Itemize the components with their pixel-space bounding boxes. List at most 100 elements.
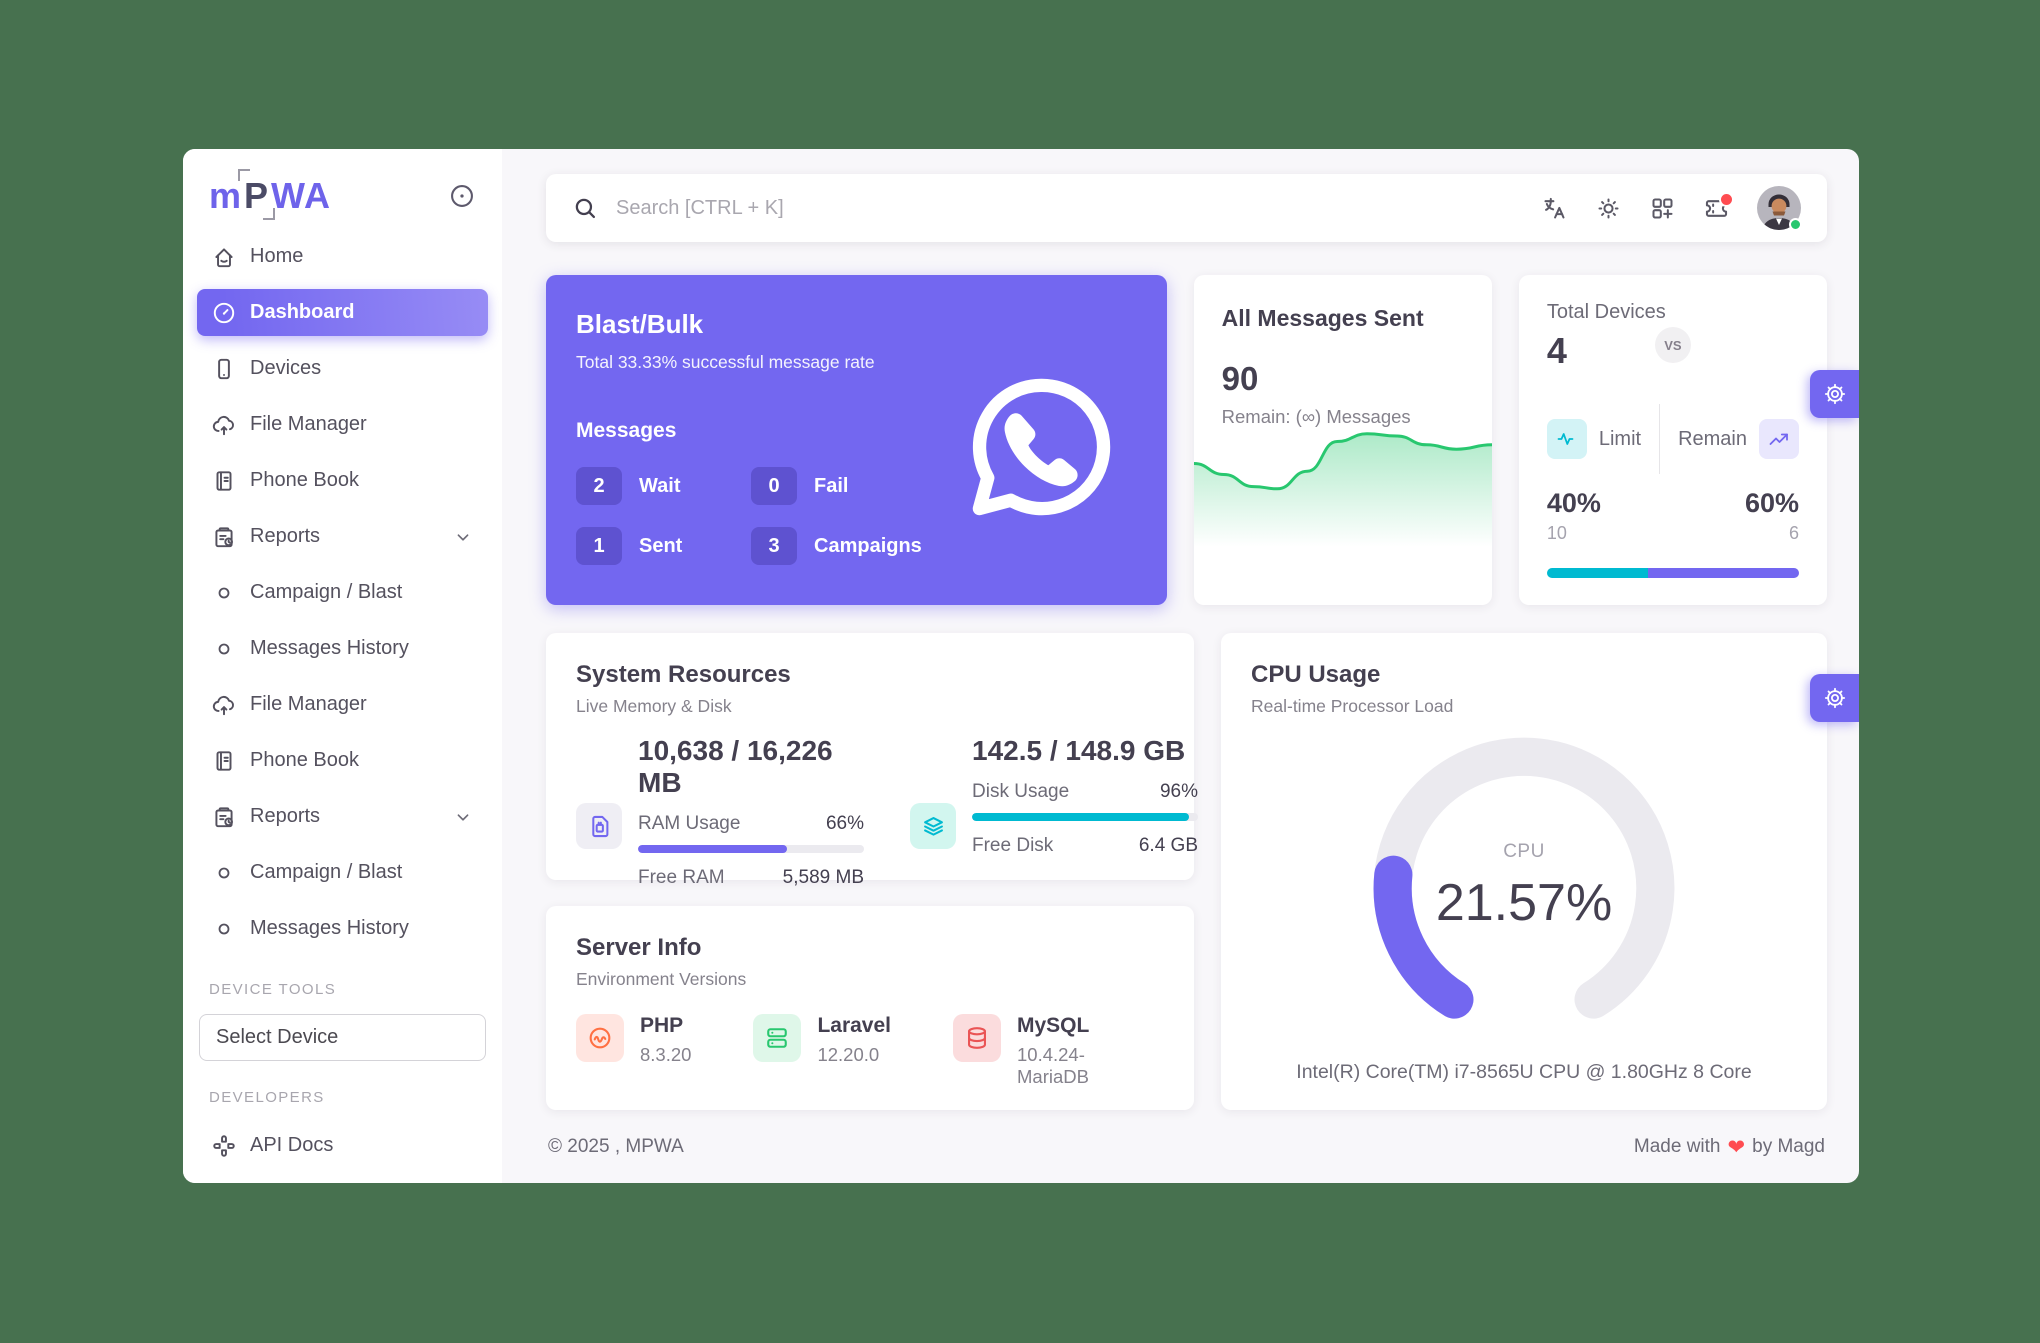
- app-window: mPWA Home Dashboard Devices File Manager: [183, 149, 1859, 1183]
- section-header-device-tools: DEVICE TOOLS: [209, 981, 337, 998]
- stat-sent: 1 Sent: [576, 527, 751, 565]
- sidebar-item-label: File Manager: [250, 693, 367, 715]
- shortcuts-grid-icon[interactable]: [1649, 195, 1676, 222]
- blast-messages-label: Messages: [576, 419, 677, 442]
- disk-usage-percent: 96%: [1159, 781, 1198, 802]
- smartphone-icon: [211, 356, 237, 382]
- user-avatar[interactable]: [1757, 186, 1802, 231]
- main-content: Blast/Bulk Total 33.33% successful messa…: [502, 149, 1859, 1183]
- system-columns: 10,638 / 16,226 MB RAM Usage 66% Free RA…: [576, 735, 1198, 889]
- remain-trend-icon: [1759, 419, 1799, 459]
- gauge-label: CPU: [1503, 841, 1545, 862]
- stat-fail-value: 0: [751, 467, 797, 505]
- sidebar-item-messages-history-2[interactable]: Messages History: [197, 905, 488, 952]
- ram-value: 10,638 / 16,226 MB: [638, 735, 833, 798]
- php-item: PHP 8.3.20: [576, 1014, 691, 1088]
- settings-gear-button-bottom[interactable]: [1810, 674, 1859, 722]
- limit-block: Limit: [1546, 419, 1641, 459]
- select-device-dropdown[interactable]: Select Device: [199, 1014, 486, 1061]
- sidebar-item-messages-history[interactable]: Messages History: [197, 625, 488, 672]
- ram-stack: 10,638 / 16,226 MB RAM Usage 66% Free RA…: [638, 735, 864, 889]
- cloud-upload-icon: [211, 692, 237, 718]
- blast-stats-grid: 2 Wait 0 Fail 1 Sent 3 Campaigns: [576, 467, 1137, 565]
- sidebar-item-home[interactable]: Home: [197, 233, 488, 280]
- logo-row: mPWA: [197, 173, 488, 233]
- laravel-info: Laravel 12.20.0: [817, 1014, 891, 1088]
- report-clock-icon: [211, 804, 237, 830]
- disk-layers-icon: [910, 803, 956, 849]
- page-footer: © 2025 , MPWA Made with ❤ by Magd: [546, 1111, 1827, 1183]
- blast-title: Blast/Bulk: [576, 309, 704, 339]
- search-input[interactable]: [616, 196, 1036, 220]
- mysql-info: MySQL 10.4.24-MariaDB: [1017, 1014, 1129, 1088]
- search-icon[interactable]: [572, 195, 598, 221]
- sidebar-item-campaign-blast[interactable]: Campaign / Blast: [197, 569, 488, 616]
- sidebar-item-file-manager[interactable]: File Manager: [197, 401, 488, 448]
- free-ram-label: Free RAM: [638, 867, 725, 888]
- notifications-icon[interactable]: [1703, 191, 1734, 222]
- sidebar-item-dashboard[interactable]: Dashboard: [197, 289, 488, 336]
- app-logo[interactable]: mPWA: [209, 175, 331, 217]
- system-resources-card: System Resources Live Memory & Disk 10,6…: [546, 633, 1198, 888]
- cpu-model-info: Intel(R) Core(TM) i7-8565U CPU @ 1.80GHz…: [1296, 1061, 1752, 1083]
- circle-bullet-icon: [211, 636, 237, 662]
- gauge-center-text: CPU 21.57%: [1356, 841, 1692, 933]
- vertical-divider: [1659, 404, 1661, 474]
- free-disk-label: Free Disk: [972, 835, 1054, 856]
- section-header-developers: DEVELOPERS: [209, 1089, 325, 1106]
- language-icon[interactable]: [1541, 195, 1568, 222]
- mysql-version: 10.4.24-MariaDB: [1017, 1044, 1089, 1087]
- ram-usage-percent: 66%: [825, 813, 864, 834]
- lower-grid: System Resources Live Memory & Disk 10,6…: [546, 633, 1827, 1110]
- limit-progress-segment: [1546, 568, 1648, 578]
- values-row: 10 6: [1547, 523, 1799, 544]
- mysql-item: MySQL 10.4.24-MariaDB: [953, 1014, 1129, 1088]
- remain-percent: 60%: [1744, 488, 1799, 518]
- mysql-name: MySQL: [1017, 1014, 1090, 1037]
- devices-count: 4: [1546, 330, 1567, 371]
- theme-light-icon[interactable]: [1595, 195, 1622, 222]
- notebook-icon: [211, 748, 237, 774]
- remain-progress-segment: [1647, 568, 1799, 578]
- api-icon: [211, 1133, 237, 1159]
- sidebar-item-label: Dashboard: [250, 301, 355, 323]
- cpu-percent-value: 21.57%: [1435, 874, 1613, 932]
- ram-progress-bar: [638, 845, 864, 853]
- messages-remain: Remain: (∞) Messages: [1221, 406, 1411, 427]
- sidebar: mPWA Home Dashboard Devices File Manager: [183, 149, 502, 1183]
- remain-value: 6: [1788, 523, 1799, 543]
- home-icon: [211, 244, 237, 270]
- circle-bullet-icon: [211, 860, 237, 886]
- sidebar-item-devices[interactable]: Devices: [197, 345, 488, 392]
- sidebar-item-phone-book-2[interactable]: Phone Book: [197, 737, 488, 784]
- sidebar-item-api-docs[interactable]: API Docs: [197, 1122, 488, 1169]
- sidebar-item-campaign-blast-2[interactable]: Campaign / Blast: [197, 849, 488, 896]
- all-messages-sent-card: All Messages Sent 90 Remain: (∞) Message…: [1193, 275, 1492, 605]
- messages-card-title: All Messages Sent: [1221, 305, 1424, 331]
- sidebar-item-phone-book[interactable]: Phone Book: [197, 457, 488, 504]
- sidebar-item-reports-2[interactable]: Reports: [197, 793, 488, 840]
- sidebar-item-reports[interactable]: Reports: [197, 513, 488, 560]
- settings-gear-button-top[interactable]: [1810, 370, 1859, 418]
- report-clock-icon: [211, 524, 237, 550]
- sidebar-item-label: Phone Book: [250, 749, 359, 771]
- cpu-usage-card: CPU Usage Real-time Processor Load CPU 2…: [1221, 633, 1827, 1110]
- sidebar-nav: Home Dashboard Devices File Manager Phon…: [197, 233, 488, 961]
- logo-part-1: m: [209, 175, 243, 216]
- sidebar-item-label: Phone Book: [250, 469, 359, 491]
- cpu-card-subtitle: Real-time Processor Load: [1251, 696, 1454, 716]
- stat-campaigns: 3 Campaigns: [751, 527, 991, 565]
- disk-progress-bar: [972, 813, 1198, 821]
- free-ram-value: 5,589 MB: [782, 867, 864, 888]
- system-card-subtitle: Live Memory & Disk: [576, 696, 732, 716]
- sidebar-item-label: Messages History: [250, 637, 409, 659]
- made-with-label: Made with: [1633, 1136, 1721, 1157]
- sidebar-collapse-icon[interactable]: [448, 182, 476, 210]
- laravel-version: 12.20.0: [817, 1044, 880, 1065]
- disk-usage-row: Disk Usage 96%: [972, 781, 1198, 803]
- php-info: PHP 8.3.20: [640, 1014, 691, 1088]
- sidebar-item-file-manager-2[interactable]: File Manager: [197, 681, 488, 728]
- topbar-actions: [1541, 186, 1802, 231]
- author-label: by Magd: [1752, 1136, 1825, 1157]
- ram-chip-icon: [576, 803, 622, 849]
